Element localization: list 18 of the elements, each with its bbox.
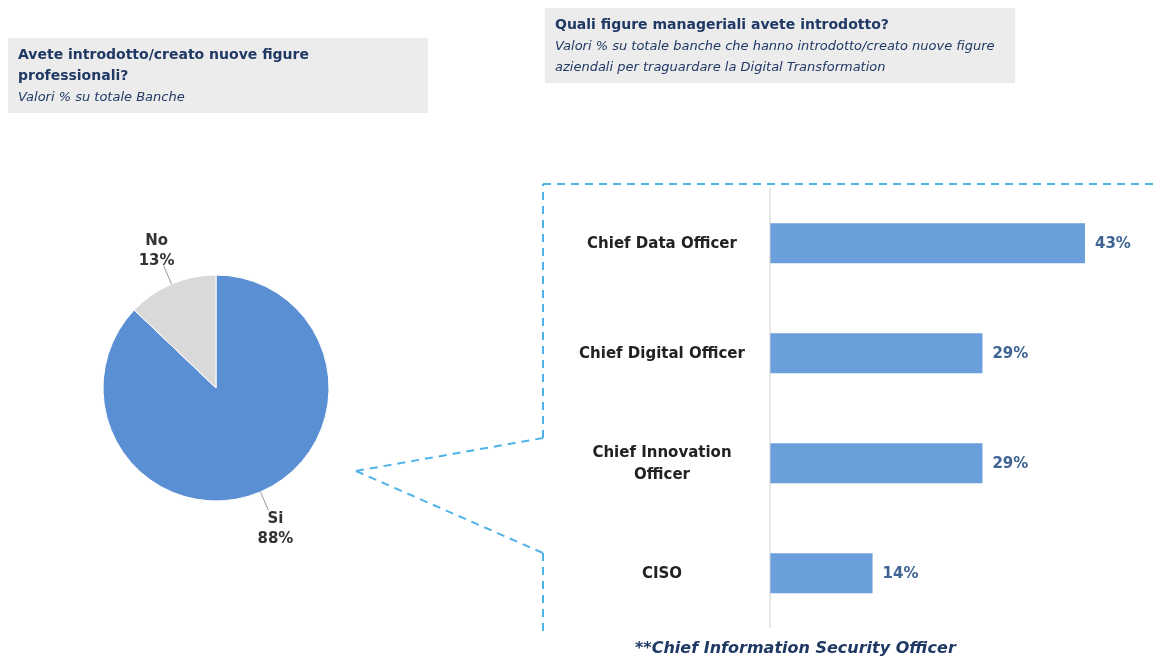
chart-title: Avete introdotto/creato nuove figure professionali? — [18, 45, 310, 85]
y-tick-label: Chief Digital Officer — [579, 344, 746, 362]
data-label: 13% — [138, 251, 175, 270]
chart-title: Quali figure manageriali avete introdotto? — [555, 15, 890, 34]
data-label: 14% — [882, 564, 919, 583]
chart-subtitle: Valori % su totale banche che hanno introdotto/creato nuove figure aziendali per traguardare la Digital Transformation — [555, 37, 996, 76]
data-label: 43% — [1095, 234, 1131, 253]
y-tick-label: Chief Data Officer — [587, 234, 738, 252]
slice-label: No — [145, 231, 169, 250]
chart-subtitle: Valori % su totale Banche — [18, 88, 186, 106]
data-label: 29% — [992, 454, 1029, 473]
data-label: 29% — [992, 344, 1029, 363]
y-tick-label: Chief Innovation Officer — [592, 443, 732, 483]
slice-label: Si — [267, 508, 284, 527]
pie-slice — [102, 274, 330, 502]
y-tick-label: CISO — [641, 564, 683, 582]
text: **Chief Information Security Officer — [635, 638, 956, 657]
data-label: 88% — [257, 528, 294, 547]
